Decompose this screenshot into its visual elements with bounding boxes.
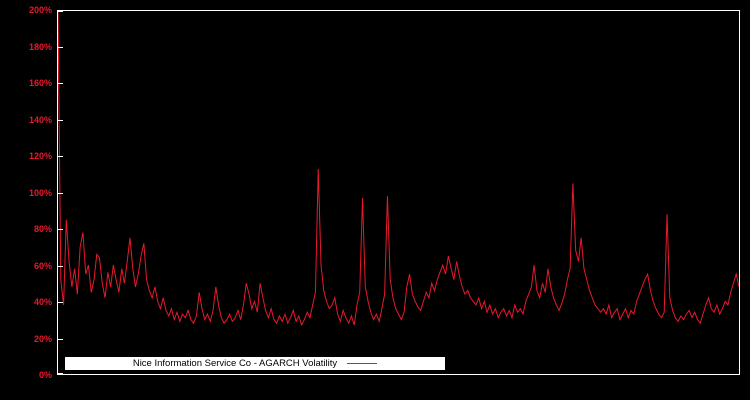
y-tick-mark — [58, 46, 63, 48]
y-tick-mark — [58, 302, 63, 303]
y-axis-label: 0% — [38, 370, 52, 380]
y-axis-label: 140% — [28, 114, 52, 125]
legend-line-sample — [347, 363, 378, 364]
legend: Nice Information Service Co - AGARCH Vol… — [65, 357, 445, 370]
y-axis-label: 40% — [33, 297, 52, 307]
y-tick-mark — [58, 338, 63, 340]
y-axis-label: 100% — [28, 187, 52, 198]
y-axis-label: 160% — [28, 78, 52, 88]
legend-label: Nice Information Service Co - AGARCH Vol… — [132, 358, 338, 369]
y-axis-label: 20% — [33, 333, 52, 344]
y-tick-mark — [58, 229, 63, 230]
y-tick-mark — [58, 11, 63, 12]
y-axis-label: 60% — [33, 260, 52, 271]
plot-canvas — [58, 11, 739, 327]
y-tick-mark — [58, 83, 63, 84]
y-tick-mark — [58, 192, 63, 194]
y-tick-mark — [58, 265, 63, 267]
y-tick-mark — [58, 373, 63, 374]
y-axis-label: 180% — [28, 41, 52, 52]
series-line — [58, 11, 739, 327]
y-tick-mark — [58, 156, 63, 157]
y-tick-mark — [58, 119, 63, 121]
plot-area — [57, 10, 740, 375]
y-axis-label: 80% — [33, 224, 52, 234]
y-axis-label: 120% — [28, 151, 52, 161]
y-axis-label: 200% — [28, 5, 52, 15]
